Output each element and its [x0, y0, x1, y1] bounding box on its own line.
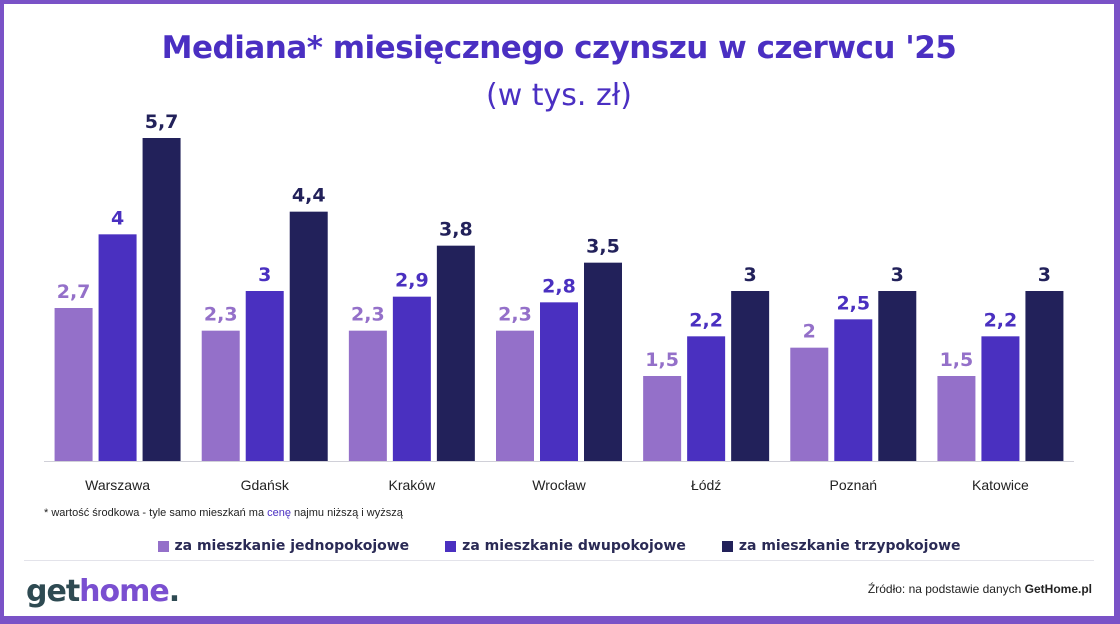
footer-divider: [24, 560, 1094, 561]
bar-Wrocław-1: [496, 330, 534, 461]
legend-swatch-two-room: [445, 540, 457, 552]
category-label-Łódź: Łódź: [691, 477, 721, 493]
data-label-Łódź-2: 2,2: [689, 309, 723, 331]
logo-get: get: [26, 574, 80, 609]
logo-home: home: [79, 574, 170, 609]
data-label-Poznań-2: 2,5: [836, 292, 870, 314]
category-label-Kraków: Kraków: [389, 477, 437, 493]
data-label-Poznań-3: 3: [891, 264, 904, 286]
data-label-Warszawa-3: 5,7: [145, 111, 179, 133]
data-label-Katowice-2: 2,2: [984, 309, 1018, 331]
data-label-Gdańsk-1: 2,3: [204, 304, 238, 326]
bar-Warszawa-1: [54, 308, 93, 461]
chart-subtitle: (w tys. zł): [486, 78, 632, 113]
category-label-Gdańsk: Gdańsk: [241, 477, 290, 493]
bar-Gdańsk-1: [201, 330, 240, 461]
gethome-logo: gethome.: [26, 574, 180, 609]
data-label-Poznań-1: 2: [803, 321, 816, 343]
legend-item-two-room: za mieszkanie dwupokojowe: [445, 538, 686, 554]
data-label-Katowice-1: 1,5: [940, 349, 974, 371]
category-label-Warszawa: Warszawa: [85, 477, 150, 493]
legend-label-one-room: za mieszkanie jednopokojowe: [174, 538, 410, 554]
chart-title: Mediana* miesięcznego czynszu w czerwcu …: [161, 30, 957, 66]
bar-Kraków-3: [436, 245, 475, 461]
bar-Wrocław-3: [584, 262, 622, 461]
footnote-prefix: * wartość środkowa - tyle samo mieszkań …: [44, 507, 268, 519]
footnote: * wartość środkowa - tyle samo mieszkań …: [44, 507, 403, 519]
bar-Łódź-1: [643, 376, 682, 461]
category-label-Wrocław: Wrocław: [532, 477, 586, 493]
legend-item-one-room: za mieszkanie jednopokojowe: [157, 538, 410, 554]
legend-swatch-one-room: [157, 540, 169, 552]
source-brand: GetHome.pl: [1024, 582, 1092, 596]
data-label-Gdańsk-2: 3: [258, 264, 271, 286]
source-prefix: Źródło: na podstawie danych: [867, 582, 1025, 596]
bar-Wrocław-2: [540, 302, 578, 461]
legend-swatch-three-room: [721, 540, 733, 552]
bar-Kraków-1: [348, 330, 387, 461]
footnote-suffix: najmu niższą i wyższą: [291, 507, 403, 519]
legend-label-three-room: za mieszkanie trzypokojowe: [738, 538, 961, 554]
legend-item-three-room: za mieszkanie trzypokojowe: [721, 538, 961, 554]
data-label-Łódź-3: 3: [744, 264, 757, 286]
bar-Katowice-3: [1025, 291, 1064, 461]
category-label-Katowice: Katowice: [972, 477, 1029, 493]
data-label-Warszawa-2: 4: [111, 207, 124, 229]
data-label-Wrocław-1: 2,3: [498, 304, 532, 326]
data-label-Katowice-3: 3: [1038, 264, 1051, 286]
footnote-highlight: cenę: [267, 507, 291, 519]
chart-legend: za mieszkanie jednopokojowe za mieszkani…: [4, 538, 1114, 554]
data-label-Łódź-1: 1,5: [645, 349, 679, 371]
legend-label-two-room: za mieszkanie dwupokojowe: [462, 538, 686, 554]
bar-Kraków-2: [392, 296, 431, 461]
bar-Katowice-1: [937, 376, 976, 461]
data-label-Wrocław-3: 3,5: [586, 236, 620, 258]
source-note: Źródło: na podstawie danych GetHome.pl: [868, 582, 1092, 596]
data-label-Warszawa-1: 2,7: [57, 281, 91, 303]
bar-Katowice-2: [981, 336, 1020, 461]
chart-frame: Mediana* miesięcznego czynszu w czerwcu …: [4, 4, 1114, 616]
bar-Gdańsk-2: [245, 291, 284, 461]
data-label-Kraków-1: 2,3: [351, 304, 385, 326]
data-label-Kraków-3: 3,8: [439, 219, 473, 241]
bar-Łódź-2: [687, 336, 726, 461]
data-label-Gdańsk-3: 4,4: [292, 185, 326, 207]
bar-chart: 2,7 4 5,7 Warszawa 2,3 3 4,4 Gdańsk 2,3 2,9 3,8 Kra…: [44, 111, 1074, 493]
bar-Poznań-2: [834, 319, 873, 461]
bar-Poznań-3: [878, 291, 917, 461]
bar-Gdańsk-3: [289, 211, 328, 461]
data-label-Wrocław-2: 2,8: [542, 275, 576, 297]
category-label-Poznań: Poznań: [830, 477, 877, 493]
bar-Poznań-1: [790, 347, 829, 461]
data-label-Kraków-2: 2,9: [395, 270, 429, 292]
bar-Warszawa-3: [142, 138, 181, 461]
bar-Warszawa-2: [98, 234, 137, 461]
bar-Łódź-3: [731, 291, 770, 461]
logo-dot: .: [168, 574, 180, 609]
